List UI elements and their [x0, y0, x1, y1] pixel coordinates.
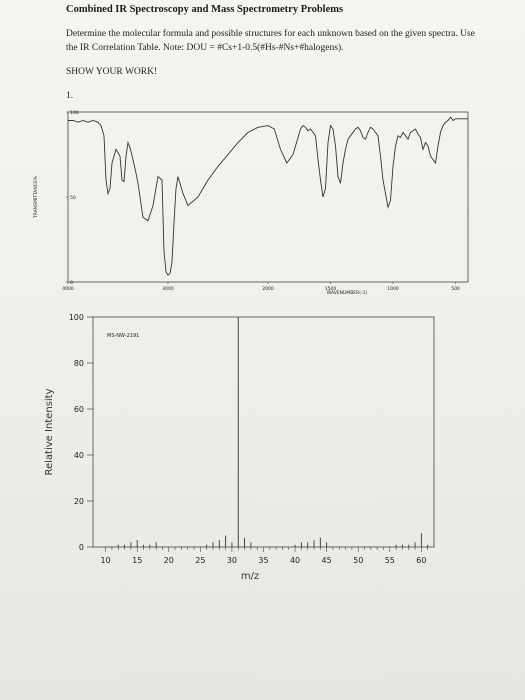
ms-x-tick-label: 55 — [385, 556, 395, 565]
ms-y-tick-label: 0 — [79, 543, 84, 552]
instructions-text: Determine the molecular formula and poss… — [66, 29, 475, 53]
ir-x-tick-label: 4000 — [62, 286, 74, 292]
ms-plot-frame — [92, 316, 435, 548]
ir-y-axis-label: TRANSMITTANCE% — [33, 175, 39, 219]
ir-x-tick-label: 1500 — [325, 286, 337, 292]
ms-y-tick-label: 60 — [74, 405, 84, 414]
ms-x-tick-label: 10 — [101, 556, 111, 565]
ir-x-tick-label: 2000 — [262, 286, 274, 292]
ir-x-tick-label: 3000 — [162, 286, 174, 292]
ms-x-tick-label: 35 — [258, 556, 268, 565]
ir-x-axis-label: WAVENUMBER(-1) — [327, 290, 368, 296]
ms-x-tick-label: 40 — [290, 556, 300, 565]
ms-y-tick-label: 20 — [74, 497, 84, 506]
ms-y-tick-label: 80 — [74, 359, 84, 368]
ir-y-tick-label: 50 — [70, 195, 76, 201]
ir-transmittance-line — [68, 116, 468, 276]
ms-x-tick-label: 60 — [416, 556, 426, 565]
problem-number: 1. — [66, 91, 74, 101]
ms-y-tick-label: 40 — [74, 451, 84, 460]
ms-x-tick-label: 15 — [132, 556, 142, 565]
ms-spectrum-id: MS-NW-2191 — [107, 333, 139, 339]
ms-x-tick-label: 30 — [227, 556, 237, 565]
show-work-text: SHOW YOUR WORK! — [66, 67, 158, 77]
ms-x-axis-label: m/z — [241, 571, 259, 582]
ms-y-tick-label: 100 — [69, 313, 84, 322]
ms-x-tick-label: 45 — [322, 556, 332, 565]
ms-x-tick-label: 50 — [353, 556, 363, 565]
worksheet-title: Combined IR Spectroscopy and Mass Spectr… — [66, 4, 344, 15]
ms-y-axis-label: Relative Intensity — [44, 388, 55, 475]
ms-x-tick-label: 25 — [195, 556, 205, 565]
ir-x-tick-label: 1000 — [387, 286, 399, 292]
ir-y-tick-label: 100 — [70, 110, 79, 116]
ir-y-tick-label: 0 — [70, 280, 73, 286]
ir-x-tick-label: 500 — [451, 286, 460, 292]
ms-x-tick-label: 20 — [164, 556, 174, 565]
